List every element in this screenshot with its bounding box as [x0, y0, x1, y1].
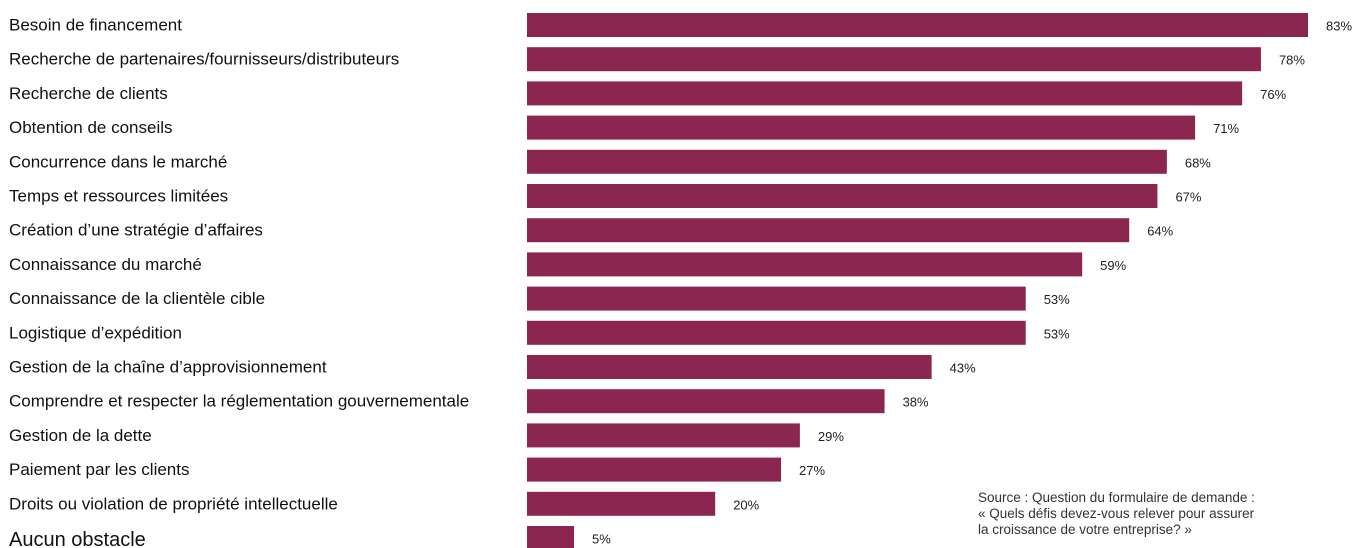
bar	[527, 320, 1026, 345]
value-label: 76%	[1260, 87, 1286, 102]
value-label: 29%	[818, 429, 844, 444]
value-label: 5%	[592, 532, 611, 547]
bar	[527, 115, 1196, 140]
category-label: Connaissance de la clientèle cible	[9, 289, 265, 308]
value-label: 43%	[950, 361, 976, 376]
source-line: « Quels défis devez-vous relever pour as…	[978, 506, 1255, 521]
source-note: Source : Question du formulaire de deman…	[978, 490, 1348, 538]
category-label: Comprendre et respecter la réglementatio…	[9, 392, 469, 411]
category-label: Paiement par les clients	[9, 460, 189, 479]
bar	[527, 457, 782, 482]
bar	[527, 13, 1308, 37]
bar	[527, 389, 885, 414]
category-label: Concurrence dans le marché	[9, 152, 227, 171]
value-label: 67%	[1175, 190, 1201, 205]
category-label: Logistique d’expédition	[9, 323, 182, 342]
bar	[527, 149, 1167, 174]
bar	[527, 286, 1026, 311]
category-label: Connaissance du marché	[9, 255, 202, 274]
category-label: Recherche de partenaires/fournisseurs/di…	[9, 50, 399, 69]
category-label: Création d’une stratégie d’affaires	[9, 221, 263, 240]
bar	[527, 355, 932, 379]
bar	[527, 47, 1261, 72]
value-label: 53%	[1044, 326, 1070, 341]
bar	[527, 252, 1083, 277]
bar	[527, 218, 1130, 243]
category-label: Temps et ressources limitées	[9, 187, 228, 206]
category-label: Obtention de conseils	[9, 118, 173, 137]
value-label: 68%	[1185, 155, 1211, 170]
value-label: 83%	[1326, 19, 1352, 34]
bar	[527, 81, 1243, 106]
category-label: Aucun obstacle	[9, 529, 146, 548]
bar	[527, 423, 800, 448]
value-label: 38%	[903, 395, 929, 410]
value-label: 20%	[733, 497, 759, 512]
category-label: Recherche de clients	[9, 84, 168, 103]
category-label: Gestion de la dette	[9, 426, 152, 445]
value-label: 53%	[1044, 292, 1070, 307]
value-label: 71%	[1213, 121, 1239, 136]
source-line: la croissance de votre entreprise? »	[978, 522, 1192, 537]
category-label: Gestion de la chaîne d’approvisionnement	[9, 358, 327, 377]
value-label: 78%	[1279, 53, 1305, 68]
value-label: 59%	[1100, 258, 1126, 273]
value-label: 64%	[1147, 224, 1173, 239]
bar	[527, 526, 575, 548]
bar	[527, 491, 716, 516]
category-label: Droits ou violation de propriété intelle…	[9, 494, 338, 513]
category-label: Besoin de financement	[9, 16, 182, 35]
value-label: 27%	[799, 463, 825, 478]
source-line: Source : Question du formulaire de deman…	[978, 490, 1255, 505]
bar	[527, 184, 1158, 208]
